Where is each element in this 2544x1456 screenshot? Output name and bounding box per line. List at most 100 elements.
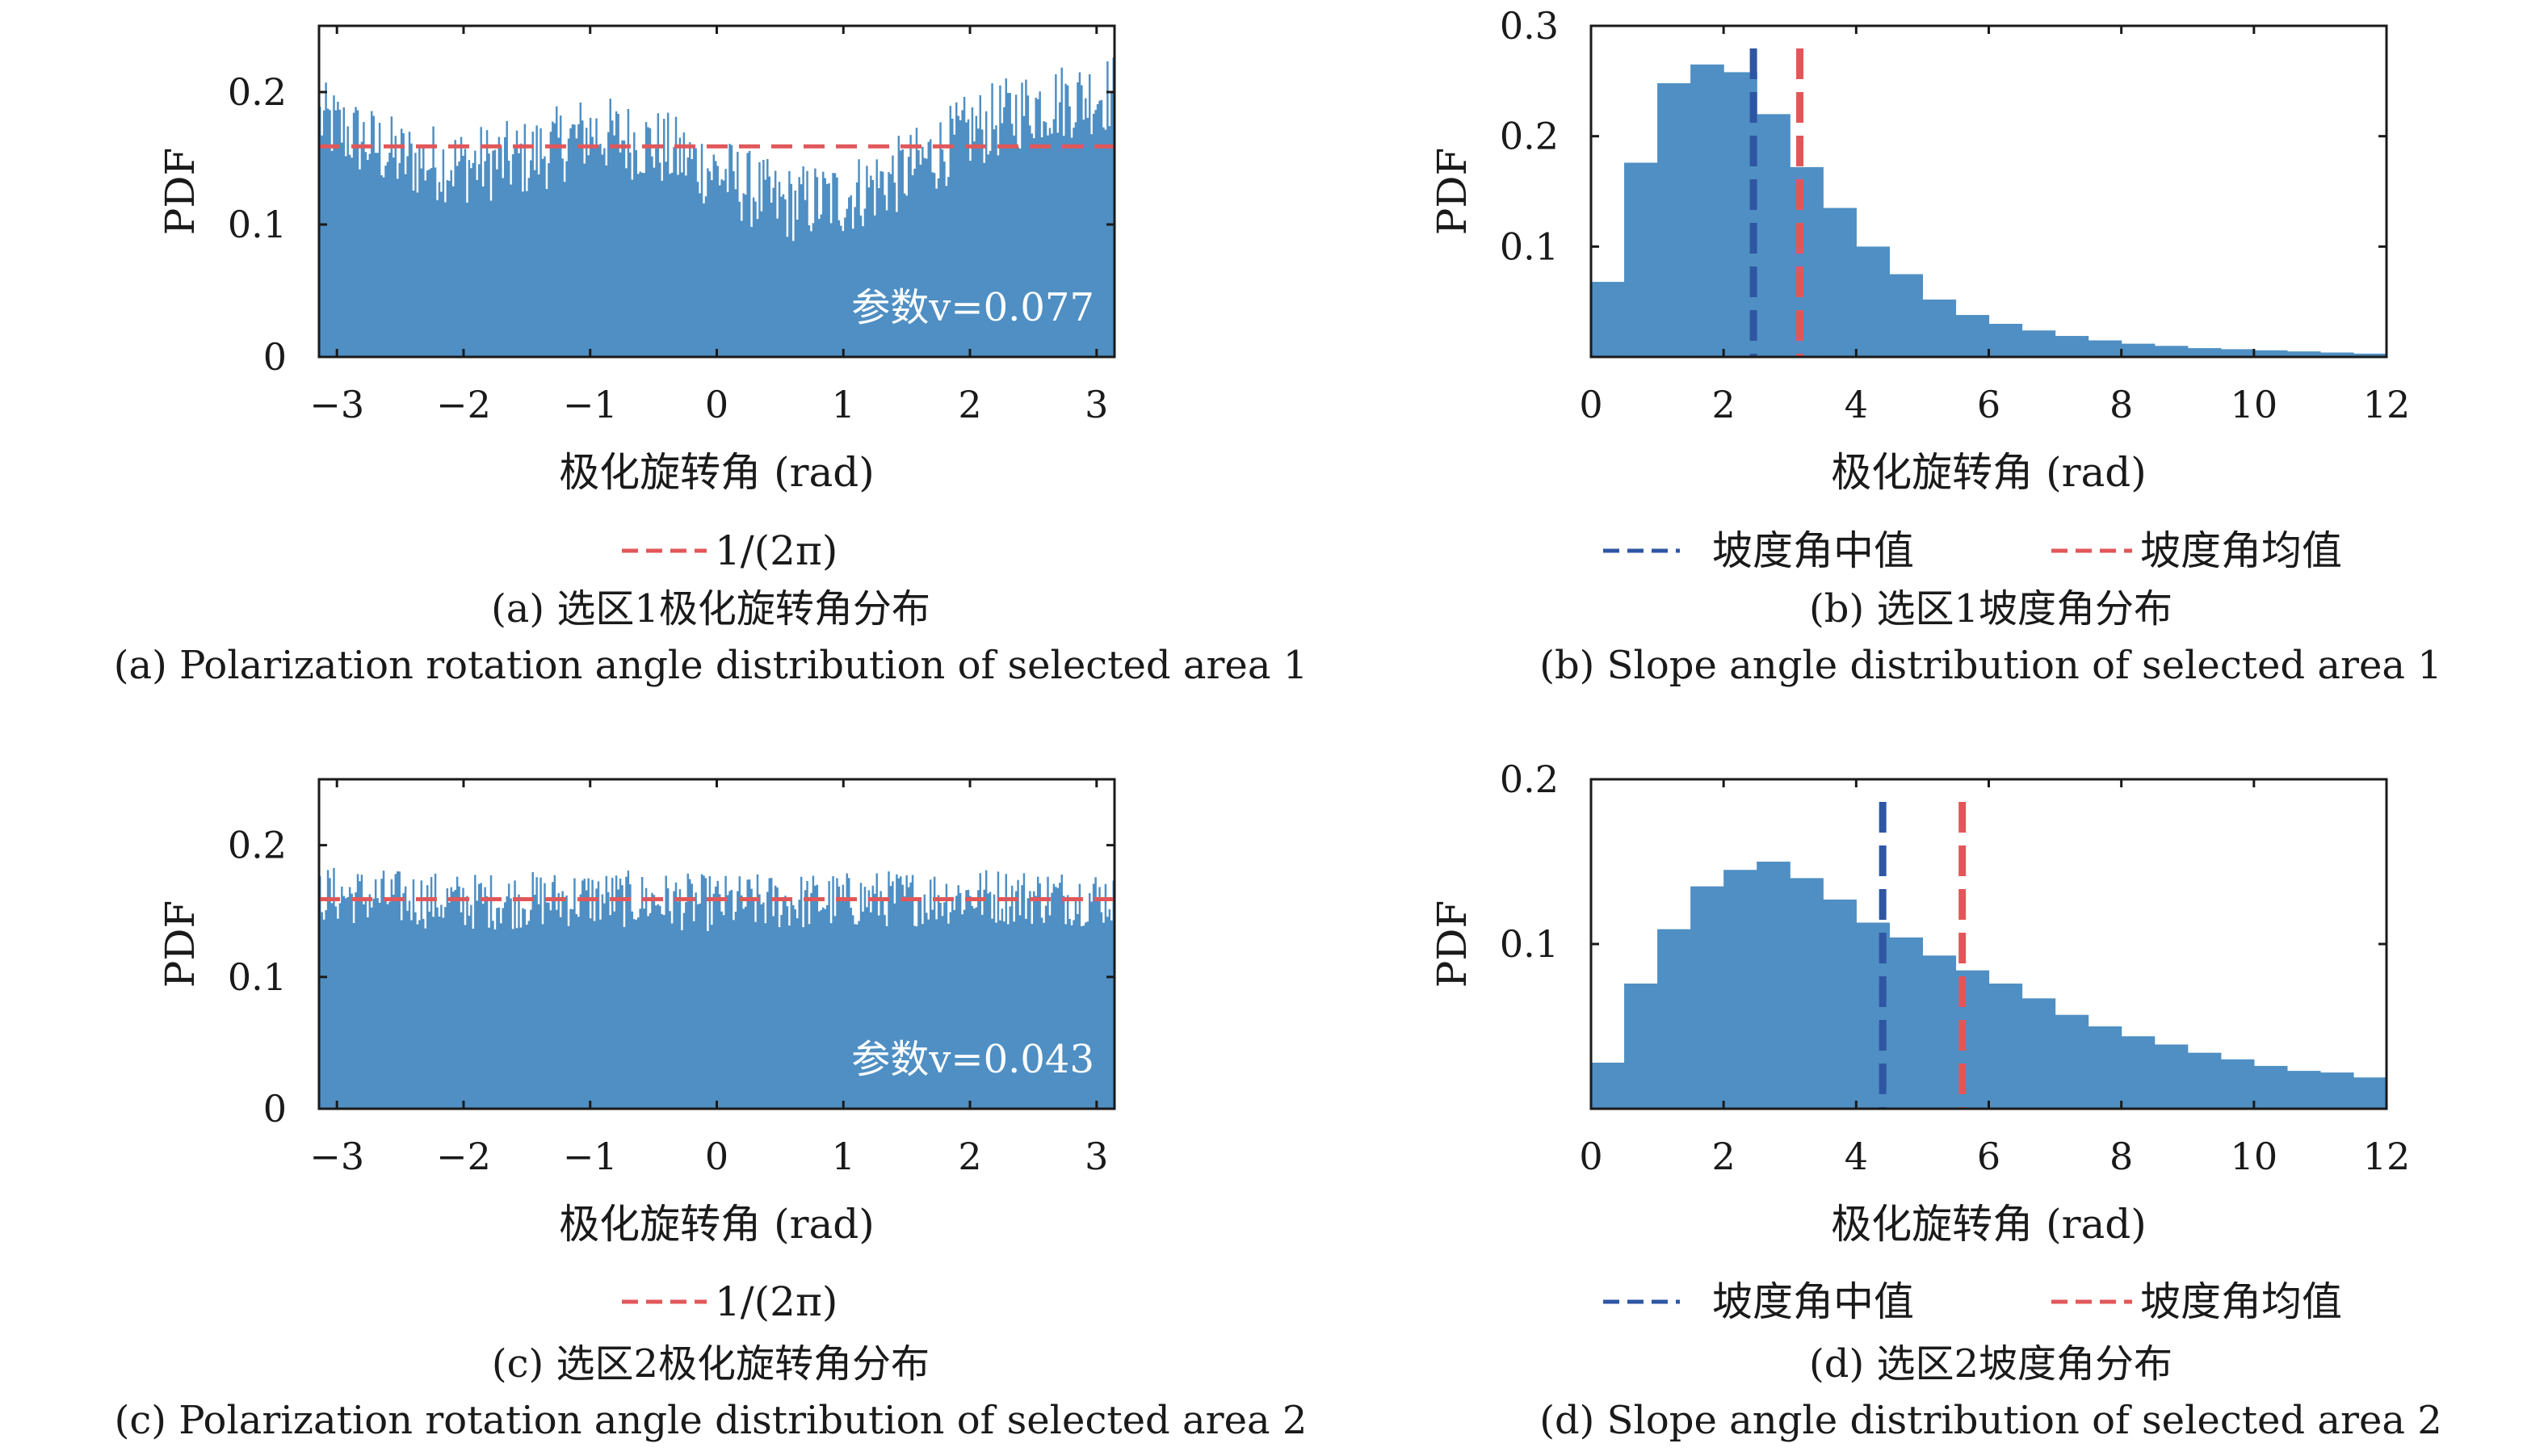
- legend-label-mean: 坡度角均值: [2140, 527, 2342, 574]
- y-tick-label: 0.1: [1500, 224, 1559, 268]
- histogram-bar: [2353, 353, 2387, 357]
- histogram-bar: [2319, 352, 2354, 357]
- histogram-bar: [1790, 878, 1824, 1109]
- caption-english: (d) Slope angle distribution of selected…: [1539, 1398, 2442, 1443]
- histogram-bar: [2353, 1077, 2387, 1109]
- panel-d: 0 2 4 6 8 10 12 0.1 0.2 极化旋转角 (rad) PDF 坡度角中值 坡度角均值 (…: [1429, 757, 2442, 1443]
- caption-chinese: (a) 选区1极化旋转角分布: [491, 586, 930, 631]
- histogram-bar: [2253, 350, 2288, 357]
- x-tick-label: 6: [1977, 383, 2000, 426]
- parameter-annotation: 参数v=0.043: [851, 1037, 1094, 1082]
- legend-label: 1/(2π): [715, 527, 838, 574]
- caption-chinese: (b) 选区1坡度角分布: [1809, 586, 2172, 631]
- x-tick-label: −2: [436, 1135, 491, 1178]
- histogram-bar: [2021, 330, 2056, 357]
- histogram-bar: [2121, 1036, 2156, 1109]
- y-axis-label: PDF: [1429, 148, 1476, 235]
- histogram-bar: [1823, 208, 1857, 357]
- histogram-bars: [319, 867, 1115, 1109]
- x-tick-label: 4: [1845, 383, 1868, 426]
- caption-english: (a) Polarization rotation angle distribu…: [114, 643, 1308, 688]
- y-tick-label: 0.2: [228, 70, 287, 114]
- y-axis-label: PDF: [1429, 900, 1476, 988]
- histogram-bar: [2220, 1059, 2255, 1109]
- y-tick-label: 0.1: [228, 203, 287, 246]
- histogram-bar: [1922, 299, 1957, 357]
- caption-chinese: (d) 选区2坡度角分布: [1809, 1341, 2172, 1387]
- caption-english: (b) Slope angle distribution of selected…: [1539, 643, 2442, 688]
- y-tick-label: 0.2: [1500, 757, 1559, 801]
- histogram-bar: [2319, 1072, 2354, 1109]
- histogram-bar: [2088, 340, 2122, 357]
- histogram-bar: [1823, 899, 1857, 1109]
- x-tick-label: 10: [2231, 383, 2278, 426]
- histogram-bar: [1757, 862, 1790, 1109]
- histogram-bar: [2286, 351, 2321, 357]
- x-tick-label: −1: [563, 383, 618, 426]
- x-tick-label: 2: [1712, 1135, 1736, 1178]
- histogram-bar: [1757, 114, 1790, 358]
- x-tick-label: 0: [705, 1135, 728, 1178]
- y-tick-label: 0.2: [1500, 115, 1559, 158]
- histogram-bar: [1922, 955, 1957, 1109]
- histogram-bar: [1690, 886, 1724, 1109]
- y-tick-label: 0: [263, 1087, 287, 1131]
- x-tick-label: 1: [832, 383, 855, 426]
- histogram-bar: [2021, 998, 2056, 1109]
- x-axis-label: 极化旋转角 (rad): [1831, 449, 2147, 496]
- x-tick-label: 2: [958, 1135, 981, 1178]
- histogram-bar: [2055, 1014, 2089, 1109]
- histogram-bar: [2286, 1071, 2321, 1109]
- x-tick-label: −2: [436, 383, 491, 426]
- legend-label: 1/(2π): [715, 1278, 838, 1325]
- histogram-bar: [2121, 343, 2156, 357]
- y-tick-label: 0: [263, 335, 287, 379]
- histogram-bar: [2154, 1044, 2189, 1109]
- panel-b: 0 2 4 6 8 10 12 0.1 0.2 0.3 极化旋转角 (rad) PDF 坡度角中值 坡度角…: [1429, 4, 2442, 688]
- x-tick-label: −3: [309, 383, 364, 426]
- x-axis-label: 极化旋转角 (rad): [1831, 1201, 2147, 1248]
- x-tick-label: 1: [832, 1135, 855, 1178]
- x-tick-label: 12: [2363, 1135, 2411, 1178]
- x-axis-label: 极化旋转角 (rad): [559, 1201, 875, 1248]
- histogram-bar: [1889, 274, 1924, 357]
- panel-a: −3 −2 −1 0 1 2 3 0 0.1 0.2 极化旋转角 (rad) PDF 参数v=0.077…: [114, 24, 1308, 688]
- histogram-bar: [1591, 282, 1625, 357]
- caption-chinese: (c) 选区2极化旋转角分布: [492, 1341, 930, 1387]
- histogram-bar: [2055, 336, 2089, 357]
- histogram-bar: [1624, 162, 1658, 357]
- x-tick-label: 3: [1085, 383, 1108, 426]
- histogram-bar: [1624, 983, 1658, 1109]
- x-tick-label: 0: [1579, 1135, 1602, 1178]
- x-axis-label: 极化旋转角 (rad): [559, 449, 875, 496]
- x-tick-label: 8: [2110, 383, 2133, 426]
- histogram-bar: [1790, 166, 1824, 357]
- histogram-bar: [1690, 64, 1724, 357]
- histogram-bar: [2253, 1065, 2288, 1109]
- histogram-bar: [1856, 246, 1890, 357]
- histogram-bar: [2154, 346, 2189, 357]
- y-tick-label: 0.3: [1500, 4, 1559, 48]
- x-tick-label: 4: [1845, 1135, 1868, 1178]
- x-tick-label: 3: [1085, 1135, 1108, 1178]
- x-tick-label: 0: [705, 383, 728, 426]
- x-tick-label: −3: [309, 1135, 364, 1178]
- caption-english: (c) Polarization rotation angle distribu…: [115, 1398, 1308, 1443]
- histogram-bars: [319, 57, 1115, 357]
- histogram-bar: [1889, 937, 1924, 1109]
- x-tick-label: 12: [2363, 383, 2411, 426]
- histogram-bar: [1591, 1062, 1625, 1109]
- x-tick-label: 2: [1712, 383, 1736, 426]
- x-tick-label: 8: [2110, 1135, 2133, 1178]
- histogram-bar: [1723, 870, 1757, 1109]
- legend-label-median: 坡度角中值: [1712, 527, 1914, 574]
- y-axis-label: PDF: [157, 900, 204, 988]
- histogram-bar: [2187, 348, 2222, 357]
- parameter-annotation: 参数v=0.077: [851, 285, 1094, 330]
- histogram-bar: [1988, 983, 2023, 1109]
- histogram-bar: [2220, 349, 2255, 357]
- y-tick-label: 0.2: [228, 824, 287, 867]
- y-axis-label: PDF: [157, 148, 204, 235]
- x-tick-label: −1: [563, 1135, 618, 1178]
